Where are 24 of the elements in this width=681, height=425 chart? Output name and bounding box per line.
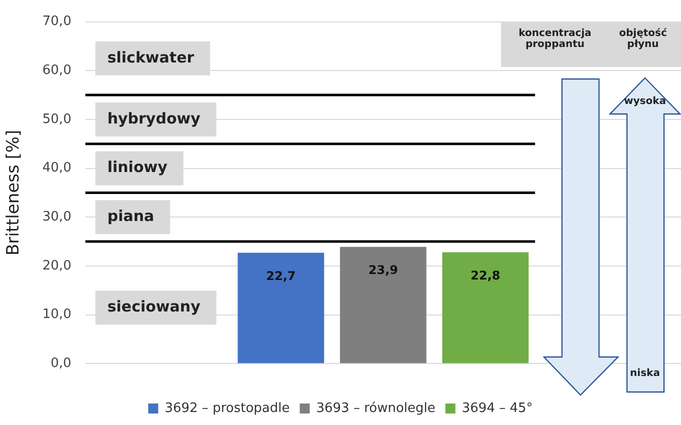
data-label: 23,9: [368, 263, 398, 278]
data-label: 22,7: [266, 268, 296, 283]
y-tick-label: 50,0: [42, 112, 72, 127]
legend-label: 3693 – równolegle: [316, 400, 436, 416]
annotation: piana: [107, 207, 154, 226]
y-tick-label: 30,0: [42, 209, 72, 224]
legend-label: 3692 – prostopadle: [164, 400, 290, 416]
y-tick-label: 70,0: [42, 14, 72, 30]
y-tick-label: 60,0: [42, 63, 72, 78]
y-axis-title: Brittleness [%]: [4, 130, 24, 256]
y-tick-label: 20,0: [42, 258, 72, 274]
annotation: sieciowany: [107, 297, 201, 316]
data-label: 22,8: [470, 268, 500, 282]
annotation: wysoka: [623, 96, 667, 107]
y-tick-label: 10,0: [42, 307, 72, 322]
annotation: liniowy: [107, 158, 168, 176]
annotation: objętość płynu: [618, 28, 668, 50]
text: niska: [629, 368, 661, 379]
legend-label: 3694 – 45°: [462, 400, 533, 416]
annotation: slickwater: [107, 48, 195, 66]
y-tick-label: 40,0: [42, 160, 72, 176]
annotation: hybrydowy: [107, 109, 201, 128]
annotation: koncentracja proppantu: [518, 28, 592, 50]
y-tick-label: 0,0: [50, 356, 72, 371]
